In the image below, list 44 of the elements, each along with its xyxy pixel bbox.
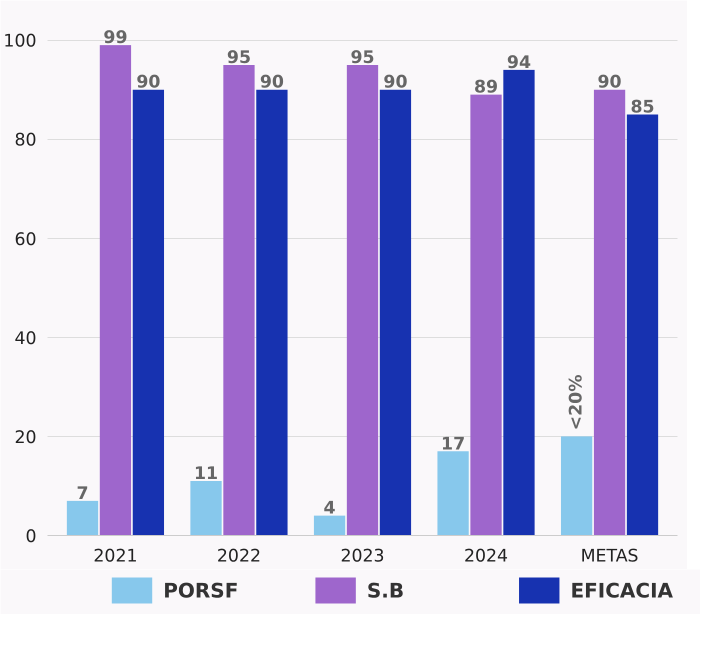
data-label: 94 [506,52,532,73]
bar [132,90,164,536]
data-label: 11 [194,464,218,484]
y-tick-label: 60 [14,230,37,250]
y-tick-label: 40 [14,328,37,349]
bar [437,451,469,536]
data-label: 7 [76,484,89,504]
bar [223,64,255,536]
bar [503,70,535,536]
bar [314,516,346,536]
legend-label: S.B [366,578,404,602]
bar [470,94,502,536]
legend-label: EFICACIA [570,578,674,602]
x-tick-label: 2022 [216,546,262,566]
bar [346,64,378,536]
data-label: 90 [136,72,160,93]
data-label: 95 [350,48,375,68]
x-tick-label: 2024 [464,546,508,566]
bar [560,436,592,536]
data-label: 90 [383,72,408,93]
data-label: 99 [103,28,128,48]
x-tick-label: METAS [580,546,639,566]
y-tick-label: 100 [3,32,37,52]
x-tick-label: 2023 [340,546,385,566]
x-tick-label: 2021 [93,546,138,566]
data-label: 85 [630,97,655,118]
y-tick-label: 0 [25,527,37,547]
bar [256,90,288,536]
data-label: 89 [474,78,498,98]
bar [100,45,132,536]
data-label: 90 [260,72,284,93]
data-label: 95 [226,48,252,68]
data-label: 17 [441,434,466,454]
data-label: <20% [566,374,587,430]
data-label: 90 [598,72,622,93]
bar [66,500,98,536]
bar [190,481,222,536]
bar [594,90,626,536]
data-label: 4 [324,498,336,519]
y-tick-label: 80 [14,130,37,151]
bar [380,90,412,536]
bar [626,114,658,536]
y-tick-label: 20 [14,428,37,448]
legend-label: PORSF [163,578,238,602]
